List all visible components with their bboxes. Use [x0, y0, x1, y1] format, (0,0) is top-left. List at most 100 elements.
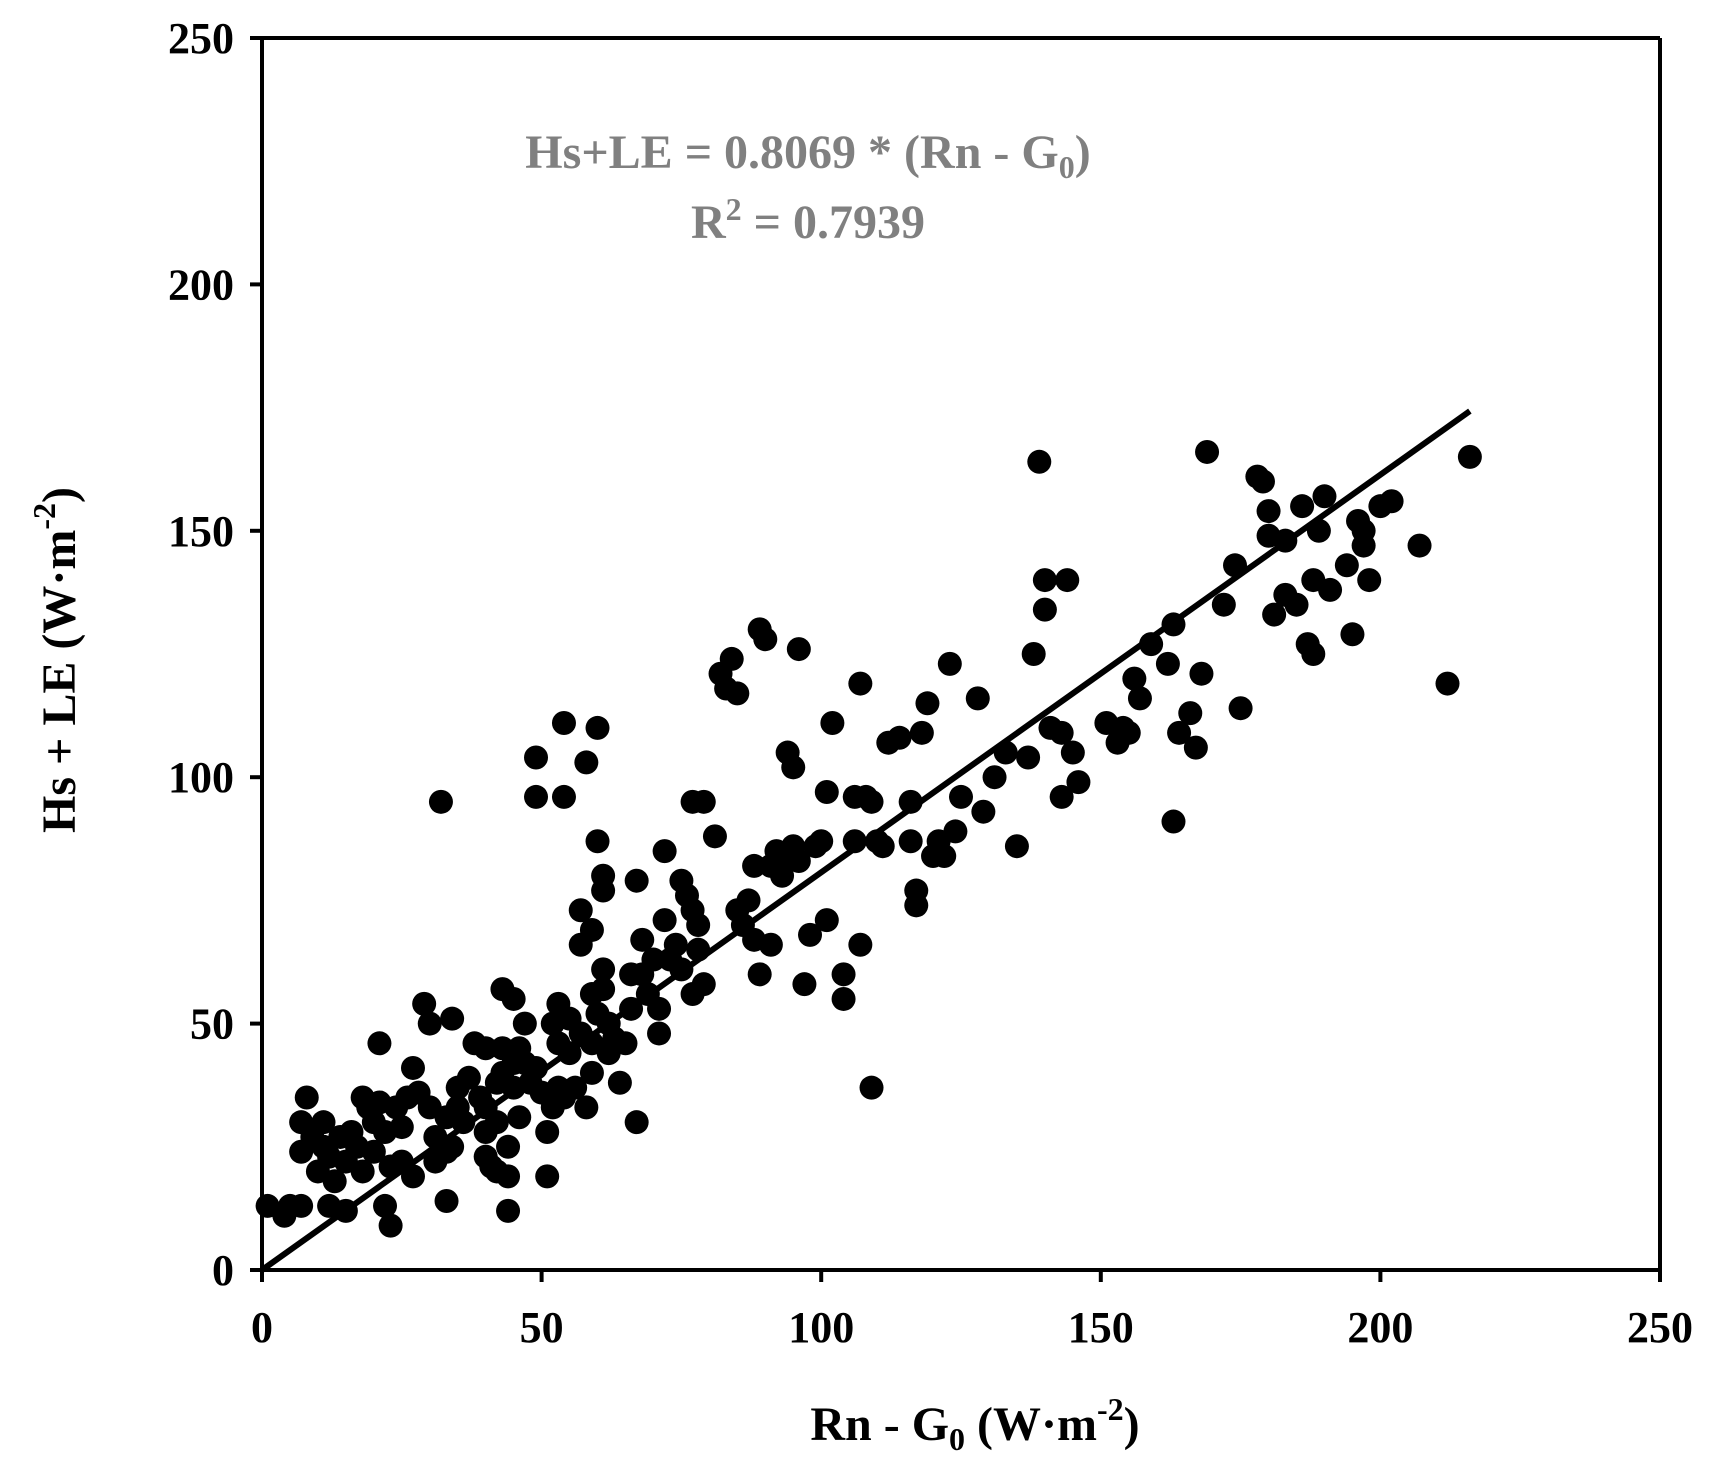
data-point — [742, 853, 767, 878]
data-point — [551, 710, 576, 735]
data-point — [613, 1031, 638, 1056]
data-point — [1016, 745, 1041, 770]
data-point — [1032, 597, 1057, 622]
data-point — [473, 1036, 498, 1061]
axis-ticks — [250, 36, 1662, 1282]
data-point — [758, 932, 783, 957]
data-point — [663, 932, 688, 957]
data-point — [568, 898, 593, 923]
data-point — [943, 819, 968, 844]
y-tick-label: 100 — [168, 753, 234, 802]
data-point — [585, 829, 610, 854]
data-point — [725, 681, 750, 706]
data-point — [1284, 592, 1309, 617]
data-point — [1127, 686, 1152, 711]
data-point — [781, 755, 806, 780]
data-point — [591, 977, 616, 1002]
data-point — [1155, 651, 1180, 676]
data-point — [932, 844, 957, 869]
x-axis-title-unit: (W·m — [965, 1398, 1097, 1451]
data-point — [361, 1139, 386, 1164]
data-point — [831, 986, 856, 1011]
data-point — [859, 789, 884, 814]
equation-line-2: R2 = 0.7939 — [691, 191, 925, 249]
y-axis-title-main: Hs + LE (W·m — [33, 530, 86, 833]
data-point — [289, 1193, 314, 1218]
data-point — [1178, 701, 1203, 726]
data-point — [1189, 661, 1214, 686]
data-point — [624, 1110, 649, 1135]
equation-main-text: Hs+LE = 0.8069 * (Rn - G — [525, 126, 1058, 179]
data-point — [1318, 577, 1343, 602]
data-point — [311, 1110, 336, 1135]
data-point — [1139, 632, 1164, 657]
data-point — [798, 922, 823, 947]
data-point — [1195, 439, 1220, 464]
data-point — [870, 834, 895, 859]
data-point — [982, 765, 1007, 790]
data-point — [535, 1164, 560, 1189]
equation-close-paren: ) — [1075, 126, 1091, 179]
regression-line — [260, 408, 1472, 1273]
x-axis-title-close: ) — [1124, 1398, 1140, 1451]
data-point — [496, 1134, 521, 1159]
data-point — [591, 878, 616, 903]
equation-line-1: Hs+LE = 0.8069 * (Rn - G0) — [525, 126, 1090, 185]
data-point — [350, 1159, 375, 1184]
data-point — [809, 829, 834, 854]
data-point — [859, 1075, 884, 1100]
data-point — [1435, 671, 1460, 696]
x-axis-title: Rn - G0 (W·m-2) — [810, 1391, 1139, 1457]
data-point — [1334, 553, 1359, 578]
data-point — [579, 1060, 604, 1085]
data-point — [1457, 444, 1482, 469]
x-tick-label: 150 — [1068, 1303, 1134, 1352]
data-point — [965, 686, 990, 711]
data-point — [1228, 696, 1253, 721]
y-axis-title-close: ) — [33, 487, 86, 503]
data-point — [1262, 602, 1287, 627]
data-point — [400, 1055, 425, 1080]
data-point — [574, 1095, 599, 1120]
data-point — [585, 715, 610, 740]
x-tick-label: 100 — [788, 1303, 854, 1352]
r-squared-superscript: 2 — [726, 191, 742, 227]
data-point — [630, 927, 655, 952]
data-point — [1351, 518, 1376, 543]
y-axis-title: Hs + LE (W·m-2) — [26, 487, 86, 833]
data-point — [1167, 720, 1192, 745]
data-point — [1250, 469, 1275, 494]
data-point — [496, 1164, 521, 1189]
data-point — [1004, 834, 1029, 859]
data-point — [607, 1070, 632, 1095]
data-point — [378, 1213, 403, 1238]
data-point — [322, 1169, 347, 1194]
data-point — [574, 750, 599, 775]
data-point — [909, 720, 934, 745]
data-point — [702, 824, 727, 849]
data-point — [389, 1115, 414, 1140]
data-point — [417, 1011, 442, 1036]
data-point — [440, 1006, 465, 1031]
data-point — [736, 888, 761, 913]
data-point — [1301, 642, 1326, 666]
data-point — [904, 878, 929, 903]
data-point — [770, 863, 795, 888]
data-point — [814, 908, 839, 933]
data-point — [524, 784, 549, 809]
data-point — [949, 784, 973, 809]
data-point — [848, 932, 873, 957]
data-point — [898, 829, 923, 854]
data-point — [412, 991, 437, 1016]
data-point — [1357, 568, 1382, 593]
y-tick-label: 50 — [190, 1000, 234, 1049]
data-point — [1066, 770, 1091, 795]
data-point — [1060, 740, 1085, 765]
data-point — [937, 651, 962, 676]
x-tick-label: 50 — [520, 1303, 564, 1352]
data-point — [719, 646, 744, 671]
data-point — [814, 779, 839, 804]
x-tick-label: 0 — [251, 1303, 273, 1352]
y-axis-title-superscript: -2 — [26, 503, 62, 530]
